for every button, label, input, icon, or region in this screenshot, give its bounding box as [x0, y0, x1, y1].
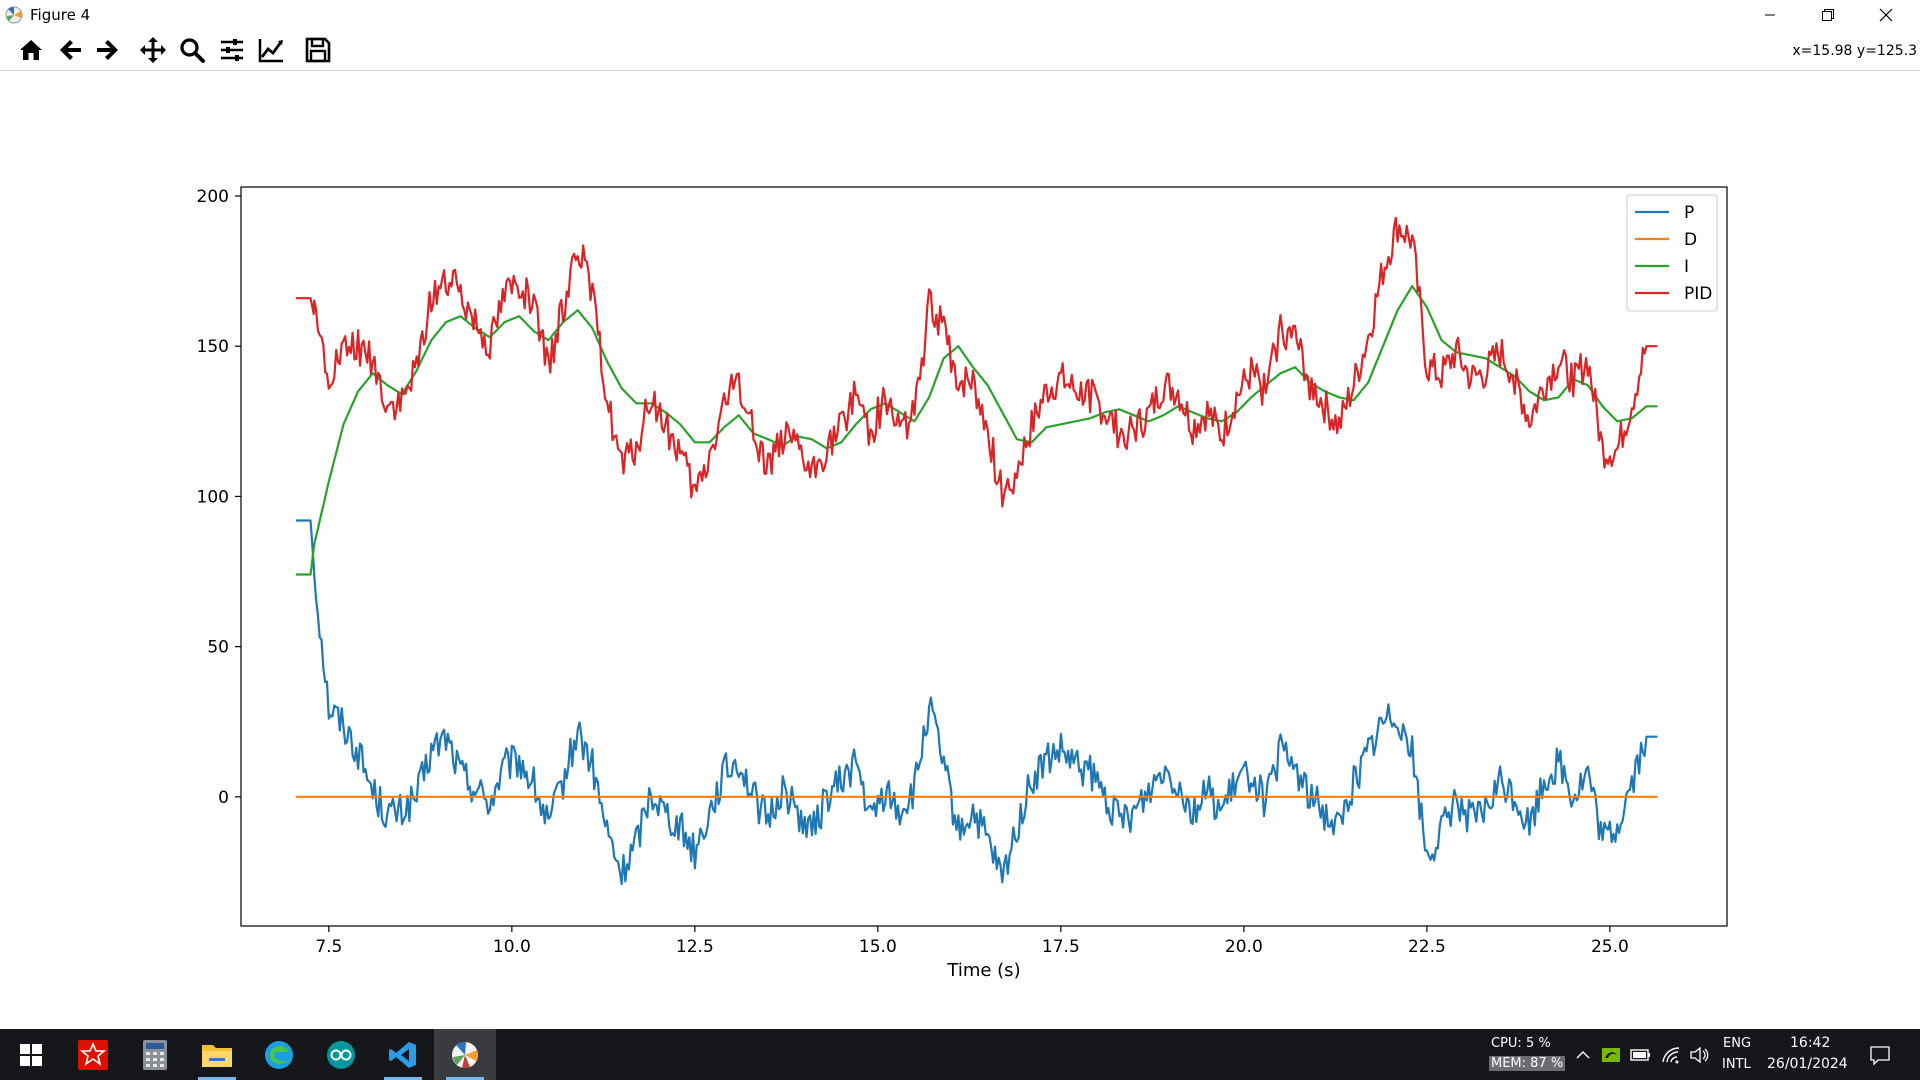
home-button[interactable] [14, 34, 48, 66]
matplotlib-icon [452, 1041, 478, 1068]
forward-button[interactable] [91, 34, 125, 66]
y-tick-label: 150 [197, 337, 229, 357]
legend-label-i: I [1684, 257, 1689, 277]
pid-chart[interactable]: 7.5 10.0 12.5 15.0 17.5 20.0 22.5 25.0 0 50 100 150… [0, 71, 1920, 1029]
volume-icon [1690, 1046, 1709, 1064]
taskbar-app-wolfram[interactable] [62, 1029, 124, 1080]
minimize-button[interactable] [1741, 0, 1799, 30]
y-tick-label: 100 [197, 487, 229, 507]
y-tick-label: 0 [218, 788, 229, 808]
x-tick-label: 7.5 [315, 937, 342, 957]
arrow-left-icon [60, 40, 81, 60]
vscode-icon [389, 1041, 416, 1068]
x-tick-label: 22.5 [1408, 937, 1446, 957]
edit-axis-button[interactable] [254, 34, 288, 66]
restore-button[interactable] [1799, 0, 1857, 30]
x-axis-label: Time (s) [946, 960, 1020, 981]
chevron-up-icon [1576, 1051, 1590, 1059]
back-button[interactable] [53, 34, 87, 66]
tray-nvidia[interactable] [1601, 1045, 1621, 1065]
show-hidden-icons-button[interactable] [1573, 1045, 1593, 1065]
series-line-i [295, 285, 1658, 576]
notification-icon [1870, 1046, 1890, 1066]
taskbar-app-calculator[interactable] [124, 1029, 186, 1080]
folder-icon [202, 1044, 232, 1067]
sliders-icon [221, 39, 243, 61]
legend-box [1626, 194, 1718, 312]
y-tick-label: 200 [197, 187, 229, 207]
x-tick-label: 12.5 [676, 937, 714, 957]
running-indicator [198, 1077, 236, 1080]
home-icon [20, 40, 42, 60]
running-indicator [446, 1077, 484, 1080]
edge-icon [265, 1040, 293, 1069]
y-tick-label: 50 [207, 638, 229, 658]
start-button[interactable] [0, 1029, 62, 1080]
input-layout[interactable]: INTL [1722, 1057, 1751, 1072]
line-chart-icon [258, 39, 283, 63]
x-tick-label: 15.0 [859, 937, 897, 957]
close-icon [1879, 8, 1893, 22]
calculator-icon [143, 1039, 167, 1070]
title-bar: Figure 4 [0, 0, 1920, 30]
arduino-icon [327, 1040, 355, 1069]
taskbar-app-edge[interactable] [248, 1029, 310, 1080]
pan-button[interactable] [136, 34, 170, 66]
move-icon [140, 37, 166, 63]
wolfram-icon [78, 1039, 108, 1070]
series-line-p [295, 519, 1658, 886]
zoom-button[interactable] [175, 34, 209, 66]
matplotlib-app-icon [5, 6, 23, 24]
clock-time[interactable]: 16:42 [1790, 1035, 1831, 1051]
x-tick-label: 20.0 [1225, 937, 1263, 957]
cpu-usage: CPU: 5 % [1491, 1036, 1551, 1051]
taskbar-app-vscode[interactable] [372, 1029, 434, 1080]
battery-icon [1630, 1049, 1650, 1061]
clock-date[interactable]: 26/01/2024 [1767, 1056, 1848, 1072]
x-tick-label: 25.0 [1591, 937, 1629, 957]
save-button[interactable] [301, 34, 335, 66]
floppy-disk-icon [305, 37, 331, 63]
figure-canvas[interactable]: 7.5 10.0 12.5 15.0 17.5 20.0 22.5 25.0 0 50 100 150… [0, 71, 1920, 1029]
magnifier-icon [180, 38, 205, 63]
legend-label-p: P [1684, 203, 1694, 223]
x-tick-label: 10.0 [493, 937, 531, 957]
taskbar: CPU: 5 % MEM: 87 % ENG INTL 16:42 26/01/… [0, 1029, 1920, 1080]
window-title: Figure 4 [30, 6, 91, 24]
close-button[interactable] [1857, 0, 1915, 30]
taskbar-app-matplotlib[interactable] [434, 1029, 496, 1080]
arrow-right-icon [97, 40, 118, 60]
memory-usage: MEM: 87 % [1489, 1056, 1566, 1071]
configure-subplots-button[interactable] [215, 34, 249, 66]
nvidia-icon [1602, 1048, 1620, 1062]
taskbar-app-file-explorer[interactable] [186, 1029, 248, 1080]
taskbar-app-arduino[interactable] [310, 1029, 372, 1080]
legend-label-pid: PID [1684, 284, 1712, 304]
wifi-icon [1662, 1047, 1680, 1064]
series-line-pid [295, 216, 1658, 508]
tray-battery[interactable] [1630, 1045, 1650, 1065]
tray-volume[interactable] [1689, 1045, 1709, 1065]
legend-label-d: D [1684, 230, 1697, 250]
notifications-button[interactable] [1868, 1043, 1892, 1067]
x-tick-label: 17.5 [1042, 937, 1080, 957]
windows-icon [20, 1043, 42, 1066]
restore-icon [1822, 9, 1834, 21]
tray-wifi[interactable] [1661, 1045, 1681, 1065]
legend: PDI PID [1626, 194, 1718, 312]
running-indicator [384, 1077, 422, 1080]
minimize-icon [1765, 14, 1775, 16]
cursor-coordinates: x=15.98 y=125.3 [1792, 43, 1917, 59]
input-language[interactable]: ENG [1723, 1036, 1752, 1051]
axes-frame [240, 186, 1728, 927]
navigation-toolbar: x=15.98 y=125.3 [0, 30, 1920, 71]
